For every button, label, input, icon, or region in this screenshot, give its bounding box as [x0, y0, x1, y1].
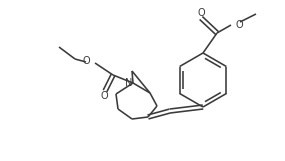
Text: O: O — [100, 91, 108, 101]
Text: O: O — [236, 20, 244, 30]
Text: O: O — [82, 56, 90, 66]
Text: N: N — [125, 78, 133, 88]
Text: O: O — [197, 8, 205, 18]
